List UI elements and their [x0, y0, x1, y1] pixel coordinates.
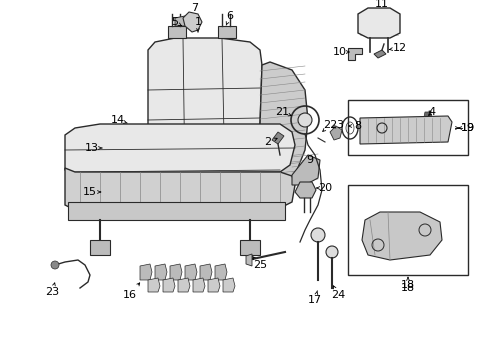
Text: 9: 9	[306, 155, 313, 165]
Text: 1: 1	[194, 17, 201, 27]
Bar	[168, 26, 185, 38]
Polygon shape	[245, 254, 251, 266]
Polygon shape	[373, 50, 385, 58]
Polygon shape	[329, 126, 341, 140]
Polygon shape	[223, 278, 235, 292]
Polygon shape	[90, 240, 110, 255]
Bar	[218, 26, 236, 38]
Text: 2: 2	[264, 137, 271, 147]
Text: 21: 21	[274, 107, 288, 117]
Polygon shape	[148, 38, 262, 185]
Text: 10: 10	[332, 47, 346, 57]
Text: 18: 18	[400, 283, 414, 293]
Polygon shape	[294, 182, 315, 198]
Polygon shape	[291, 155, 319, 185]
Polygon shape	[148, 278, 160, 292]
Text: 19: 19	[460, 123, 474, 133]
Text: 11: 11	[374, 0, 388, 9]
Polygon shape	[347, 48, 361, 60]
Polygon shape	[359, 116, 451, 144]
Text: 17: 17	[307, 295, 322, 305]
Polygon shape	[163, 278, 175, 292]
Polygon shape	[184, 264, 197, 280]
Text: 4: 4	[427, 107, 435, 117]
Polygon shape	[357, 8, 399, 38]
Text: 14: 14	[111, 115, 125, 125]
Text: 15: 15	[83, 187, 97, 197]
Polygon shape	[423, 112, 431, 120]
Text: 3: 3	[336, 120, 343, 130]
Polygon shape	[65, 168, 294, 210]
Polygon shape	[215, 264, 226, 280]
Bar	[347, 185, 467, 275]
Polygon shape	[200, 264, 212, 280]
Polygon shape	[258, 62, 307, 185]
Circle shape	[297, 113, 311, 127]
Text: 24: 24	[330, 290, 345, 300]
Circle shape	[51, 261, 59, 269]
Text: 8: 8	[354, 121, 361, 131]
Polygon shape	[240, 240, 260, 255]
Polygon shape	[175, 16, 190, 26]
Text: 23: 23	[45, 287, 59, 297]
Text: 18: 18	[400, 280, 414, 290]
Polygon shape	[170, 264, 182, 280]
Polygon shape	[68, 202, 285, 220]
Text: 25: 25	[252, 260, 266, 270]
Polygon shape	[193, 278, 204, 292]
Text: 22: 22	[322, 120, 336, 130]
Text: 20: 20	[317, 183, 331, 193]
Text: 19: 19	[460, 123, 474, 133]
Polygon shape	[207, 278, 220, 292]
Text: 5: 5	[171, 17, 178, 27]
Text: 12: 12	[392, 43, 406, 53]
Polygon shape	[178, 278, 190, 292]
Text: 13: 13	[85, 143, 99, 153]
Bar	[347, 100, 467, 155]
Polygon shape	[65, 124, 294, 174]
Text: 16: 16	[123, 290, 137, 300]
Polygon shape	[183, 12, 202, 32]
Text: 7: 7	[191, 3, 198, 13]
Circle shape	[310, 228, 325, 242]
Polygon shape	[271, 132, 284, 144]
Polygon shape	[155, 264, 167, 280]
Circle shape	[325, 246, 337, 258]
Text: 6: 6	[226, 11, 233, 21]
Polygon shape	[140, 264, 152, 280]
Polygon shape	[361, 212, 441, 260]
